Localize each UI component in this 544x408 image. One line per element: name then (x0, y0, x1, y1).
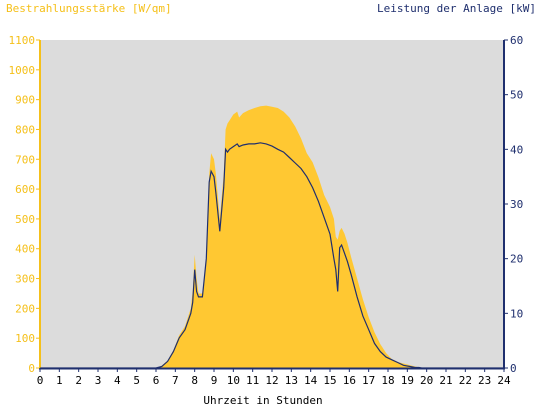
x-tick-label: 12 (265, 374, 278, 387)
x-tick-label: 23 (478, 374, 491, 387)
x-tick-label: 17 (362, 374, 375, 387)
x-tick-label: 11 (246, 374, 259, 387)
x-tick-label: 4 (114, 374, 121, 387)
right-tick-label: 50 (510, 89, 523, 102)
x-tick-label: 13 (285, 374, 298, 387)
left-axis-title: Bestrahlungsstärke [W/qm] (6, 2, 172, 15)
left-tick-label: 300 (15, 273, 35, 286)
x-tick-label: 3 (95, 374, 102, 387)
right-tick-label: 30 (510, 198, 523, 211)
left-tick-label: 800 (15, 123, 35, 136)
x-tick-label: 16 (343, 374, 356, 387)
left-tick-label: 100 (15, 332, 35, 345)
x-tick-label: 21 (439, 374, 452, 387)
x-tick-label: 5 (133, 374, 140, 387)
x-tick-label: 1 (56, 374, 63, 387)
x-tick-label: 10 (227, 374, 240, 387)
x-tick-label: 6 (153, 374, 160, 387)
left-tick-label: 1000 (9, 64, 36, 77)
right-tick-label: 0 (510, 362, 517, 375)
left-tick-label: 500 (15, 213, 35, 226)
x-tick-label: 8 (191, 374, 198, 387)
power-line (40, 142, 504, 369)
x-tick-label: 14 (304, 374, 318, 387)
x-tick-label: 2 (75, 374, 82, 387)
x-tick-label: 22 (459, 374, 472, 387)
right-tick-label: 40 (510, 143, 523, 156)
x-tick-label: 0 (37, 374, 44, 387)
right-tick-label: 60 (510, 34, 523, 47)
right-tick-label: 20 (510, 253, 523, 266)
right-tick-label: 10 (510, 307, 523, 320)
left-tick-label: 1100 (9, 34, 36, 47)
irradiance-area (40, 105, 504, 368)
x-tick-label: 7 (172, 374, 179, 387)
x-tick-label: 20 (420, 374, 433, 387)
x-axis-label: Uhrzeit in Stunden (203, 394, 322, 407)
left-tick-label: 0 (28, 362, 35, 375)
left-tick-label: 700 (15, 153, 35, 166)
x-tick-label: 24 (497, 374, 511, 387)
right-axis-title: Leistung der Anlage [kW] (377, 2, 536, 15)
left-tick-label: 200 (15, 302, 35, 315)
x-tick-label: 19 (401, 374, 414, 387)
left-tick-label: 600 (15, 183, 35, 196)
x-axis-ticks: 0 1 2 3 4 5 6 7 8 9 10 11 12 13 14 15 16 17 18 19 20 21 22 23 24 (37, 368, 511, 387)
x-tick-label: 15 (323, 374, 336, 387)
left-axis-ticks: 0 100 200 300 400 500 600 700 800 900 1000 1100 (9, 34, 40, 375)
right-axis-ticks: 0 10 20 30 40 50 60 (504, 34, 523, 375)
left-tick-label: 400 (15, 243, 35, 256)
x-tick-label: 18 (381, 374, 394, 387)
x-tick-label: 9 (211, 374, 218, 387)
left-tick-label: 900 (15, 94, 35, 107)
